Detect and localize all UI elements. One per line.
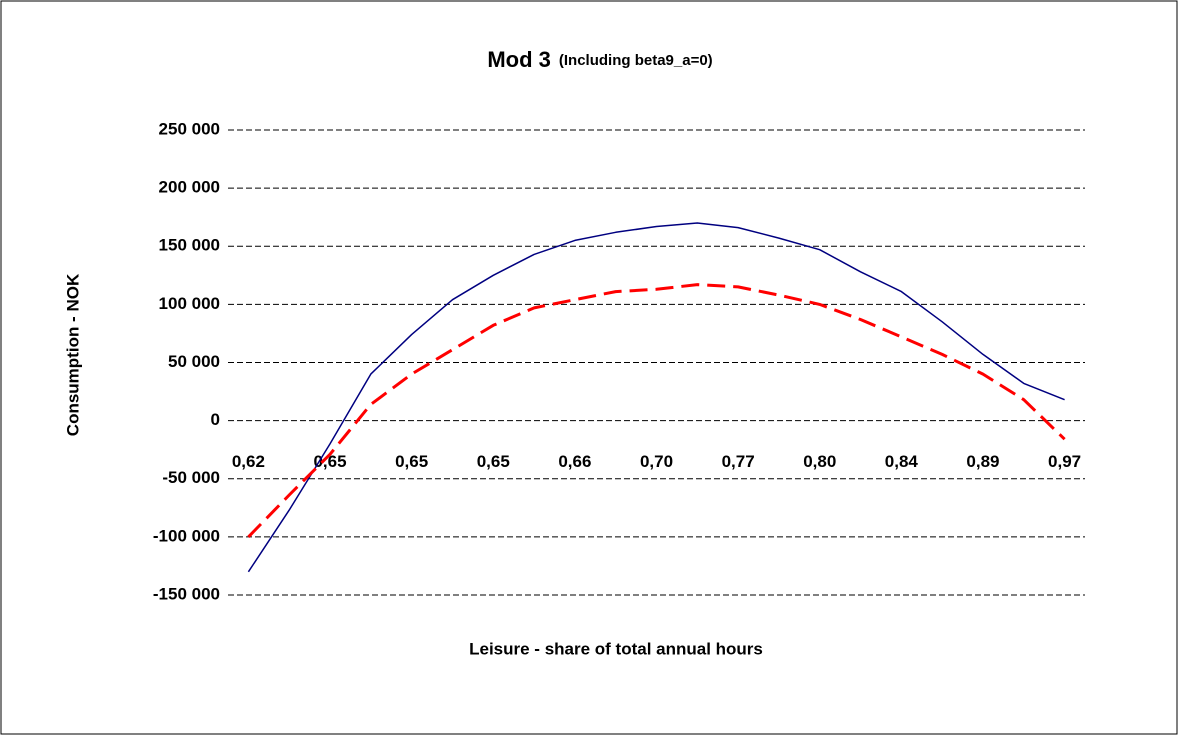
x-tick-label: 0,80 xyxy=(803,452,836,471)
x-axis-title: Leisure - share of total annual hours xyxy=(469,639,763,658)
y-tick-label: 0 xyxy=(211,410,220,429)
y-tick-label: 150 000 xyxy=(159,236,220,255)
y-tick-label: 50 000 xyxy=(168,352,220,371)
y-tick-label: 250 000 xyxy=(159,119,220,138)
x-tick-label: 0,70 xyxy=(640,452,673,471)
chart-title: Mod 3 xyxy=(487,47,551,72)
y-tick-label: -50 000 xyxy=(162,468,220,487)
x-tick-label: 0,97 xyxy=(1048,452,1081,471)
x-tick-label: 0,89 xyxy=(966,452,999,471)
y-tick-label: -150 000 xyxy=(153,584,220,603)
x-tick-label: 0,77 xyxy=(722,452,755,471)
y-tick-label: 200 000 xyxy=(159,178,220,197)
chart-subtitle: (Including beta9_a=0) xyxy=(559,52,713,69)
x-tick-label: 0,62 xyxy=(232,452,265,471)
series-line xyxy=(247,222,1065,573)
x-tick-label: 0,66 xyxy=(558,452,591,471)
y-tick-label: -100 000 xyxy=(153,526,220,545)
series-line xyxy=(247,283,1066,538)
chart-title-group: Mod 3 (Including beta9_a=0) xyxy=(487,47,712,72)
y-tick-label: 100 000 xyxy=(159,294,220,313)
y-axis-title: Consumption - NOK xyxy=(63,273,82,436)
x-tick-label: 0,65 xyxy=(395,452,428,471)
x-tick-label: 0,84 xyxy=(885,452,919,471)
x-tick-label: 0,65 xyxy=(477,452,510,471)
